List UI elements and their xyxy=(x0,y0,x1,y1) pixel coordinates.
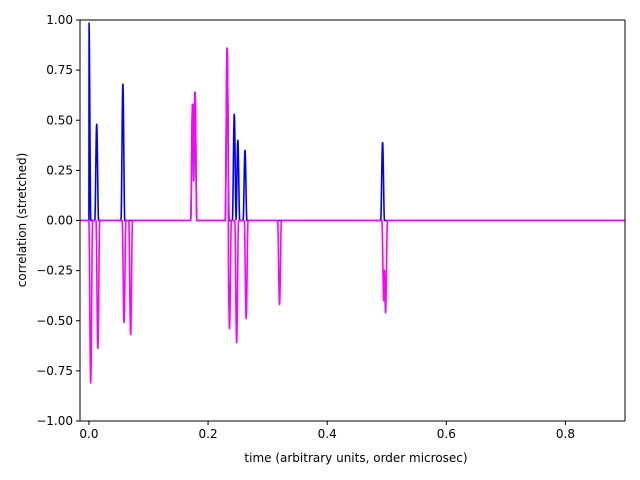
x-tick-label: 0.6 xyxy=(437,427,456,441)
x-tick-label: 0.0 xyxy=(79,427,98,441)
y-tick-label: −0.50 xyxy=(36,314,73,328)
x-tick-label: 0.8 xyxy=(556,427,575,441)
y-tick-label: −0.25 xyxy=(36,264,73,278)
y-axis-label: correlation (stretched) xyxy=(15,153,29,287)
y-tick-label: 0.50 xyxy=(46,113,73,127)
y-tick-label: 0.75 xyxy=(46,63,73,77)
x-tick-label: 0.2 xyxy=(199,427,218,441)
y-tick-label: 0.25 xyxy=(46,163,73,177)
x-tick-label: 0.4 xyxy=(318,427,337,441)
y-tick-label: −1.00 xyxy=(36,414,73,428)
y-tick-label: 0.00 xyxy=(46,214,73,228)
series-layer xyxy=(80,22,625,384)
y-tick-label: −0.75 xyxy=(36,364,73,378)
series-line-2 xyxy=(80,47,625,384)
y-tick-label: 1.00 xyxy=(46,13,73,27)
ticks-layer: 0.0 0.2 0.4 0.6 0.8 −1.00 −0.75 −0.50 −0.25 0.00 0… xyxy=(36,13,575,441)
x-axis-label: time (arbitrary units, order microsec) xyxy=(244,451,467,465)
